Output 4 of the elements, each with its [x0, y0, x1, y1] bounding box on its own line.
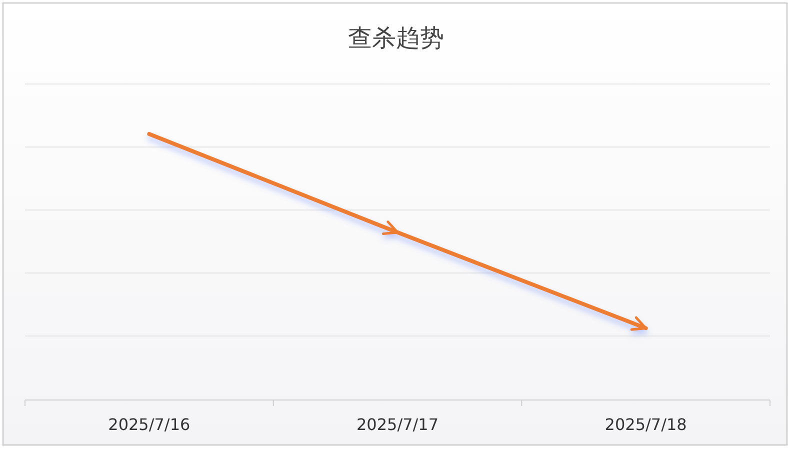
x-tick-label: 2025/7/16: [108, 415, 190, 434]
chart-title: 查杀趋势: [348, 24, 444, 52]
x-tick-label: 2025/7/17: [356, 415, 439, 434]
x-tick-label: 2025/7/18: [604, 415, 687, 434]
